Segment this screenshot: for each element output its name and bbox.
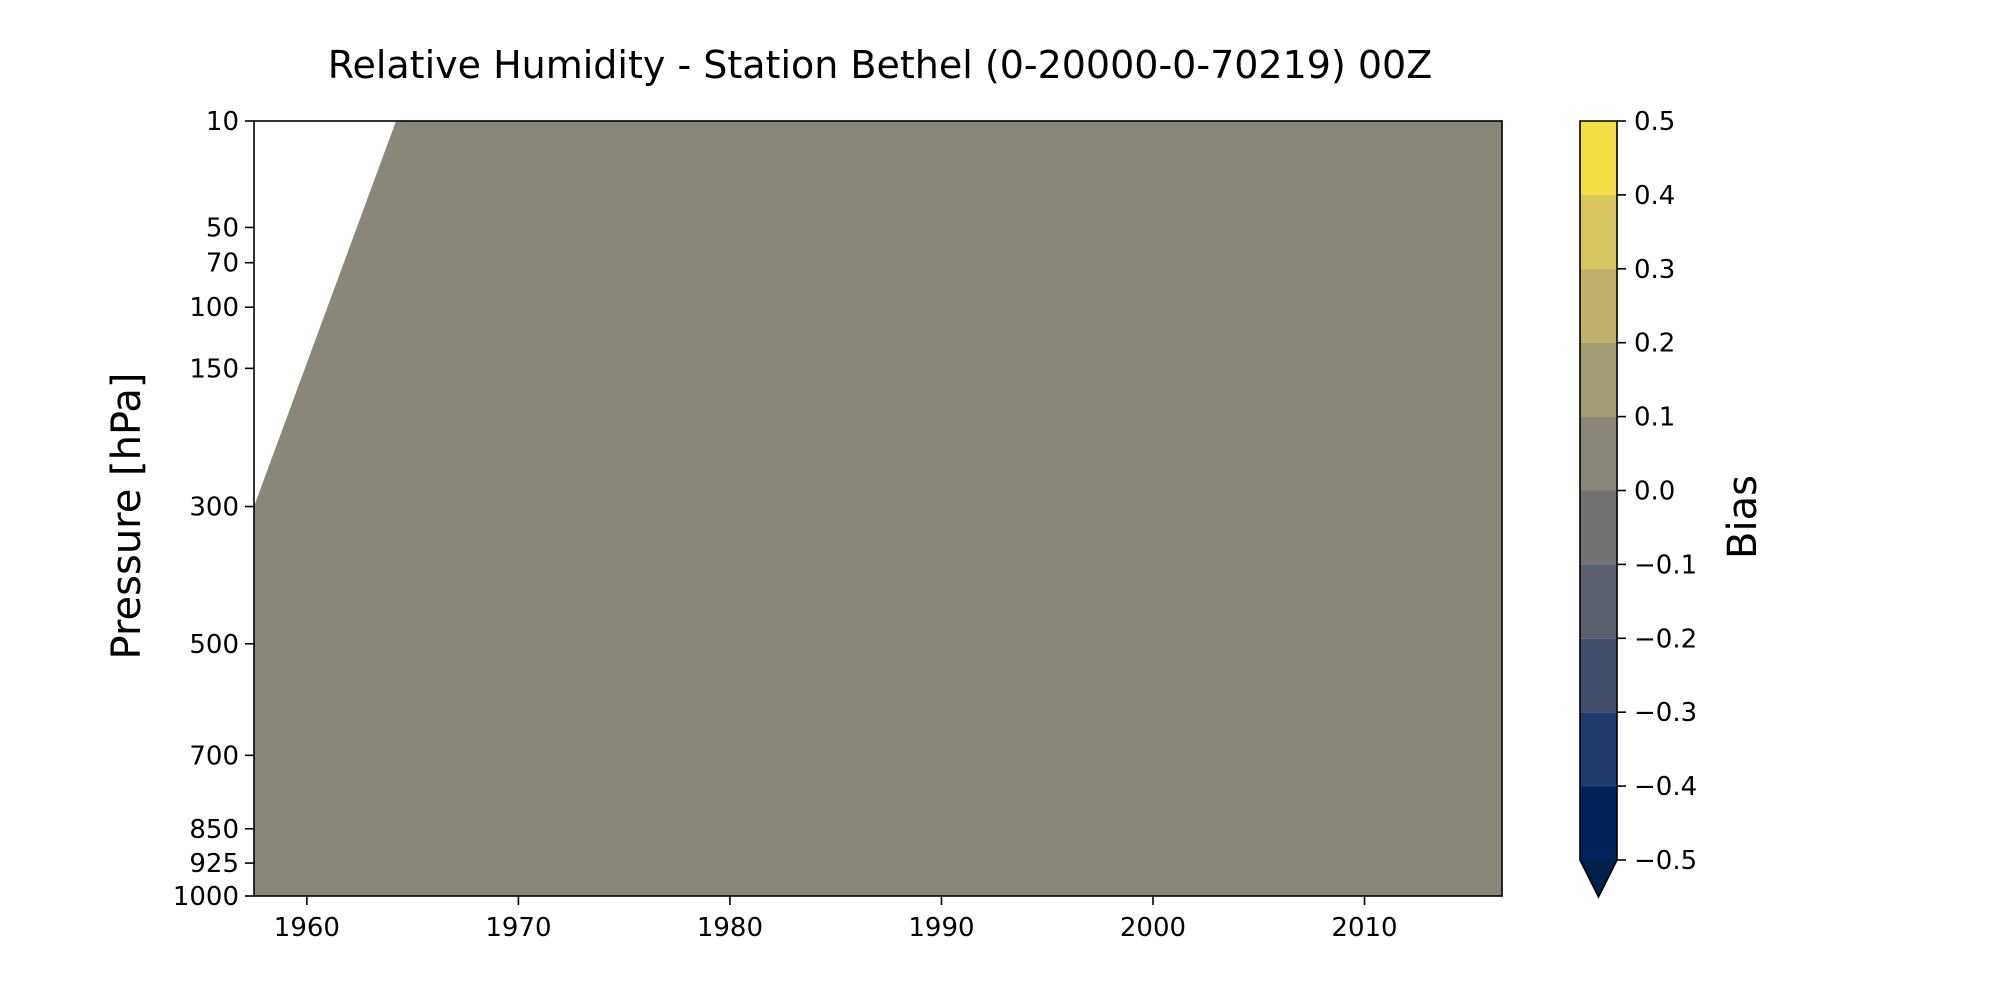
plot-frame (253, 120, 1503, 897)
colorbar-tick-label: −0.4 (1634, 772, 1697, 802)
colorbar-tick-label: 0.3 (1634, 255, 1675, 285)
colorbar-tick-label: 0.0 (1634, 477, 1675, 507)
plot-area (253, 120, 1503, 897)
y-axis-label: Pressure [hPa] (104, 373, 150, 660)
colorbar-band (1580, 786, 1617, 860)
colorbar-band (1580, 564, 1617, 639)
y-tick-label: 100 (189, 293, 239, 323)
colorbar-band (1580, 194, 1617, 269)
y-tick-label: 700 (189, 741, 239, 771)
colorbar-tick-label: 0.5 (1634, 107, 1675, 137)
x-tick-label: 2000 (1120, 913, 1186, 943)
x-tick-label: 1990 (908, 913, 974, 943)
colorbar-outline (1579, 120, 1618, 899)
y-tick-label: 1000 (173, 882, 239, 912)
colorbar-tick-label: 0.1 (1634, 403, 1675, 433)
y-tick-label: 50 (206, 213, 239, 243)
x-tick-label: 1960 (274, 913, 340, 943)
y-tick-label: 850 (189, 815, 239, 845)
x-tick-label: 2010 (1331, 913, 1397, 943)
colorbar-band (1580, 490, 1617, 565)
colorbar-band (1580, 342, 1617, 417)
colorbar-band (1580, 268, 1617, 343)
colorbar-band (1580, 712, 1617, 787)
colorbar-band (1580, 638, 1617, 713)
colorbar-tick-label: −0.1 (1634, 550, 1697, 580)
y-tick-label: 10 (206, 107, 239, 137)
x-tick-label: 1970 (485, 913, 551, 943)
colorbar-label: Bias (1720, 475, 1766, 559)
colorbar-tick-label: 0.4 (1634, 181, 1675, 211)
x-tick-label: 1980 (697, 913, 763, 943)
y-tick-label: 300 (189, 493, 239, 523)
y-tick-label: 150 (189, 354, 239, 384)
y-tick-label: 70 (206, 249, 239, 279)
y-tick-label: 500 (189, 630, 239, 660)
colorbar-tick-label: −0.2 (1634, 624, 1697, 654)
colorbar-tick-label: −0.5 (1634, 846, 1697, 876)
data-field (254, 121, 1502, 896)
colorbar-band (1580, 416, 1617, 491)
colorbar-tick-label: −0.3 (1634, 698, 1697, 728)
colorbar-extend (1580, 860, 1617, 897)
chart-title: Relative Humidity - Station Bethel (0-20… (328, 43, 1433, 87)
colorbar: −0.5 −0.4 −0.3 −0.2 −0.1 0.0 0.1 0.2 0.3 0.4 0.5 (1579, 107, 1697, 899)
x-axis: 1960 1970 1980 1990 2000 2010 (274, 896, 1398, 943)
y-tick-label: 925 (189, 849, 239, 879)
colorbar-tick-label: 0.2 (1634, 329, 1675, 359)
colorbar-band (1580, 121, 1617, 195)
